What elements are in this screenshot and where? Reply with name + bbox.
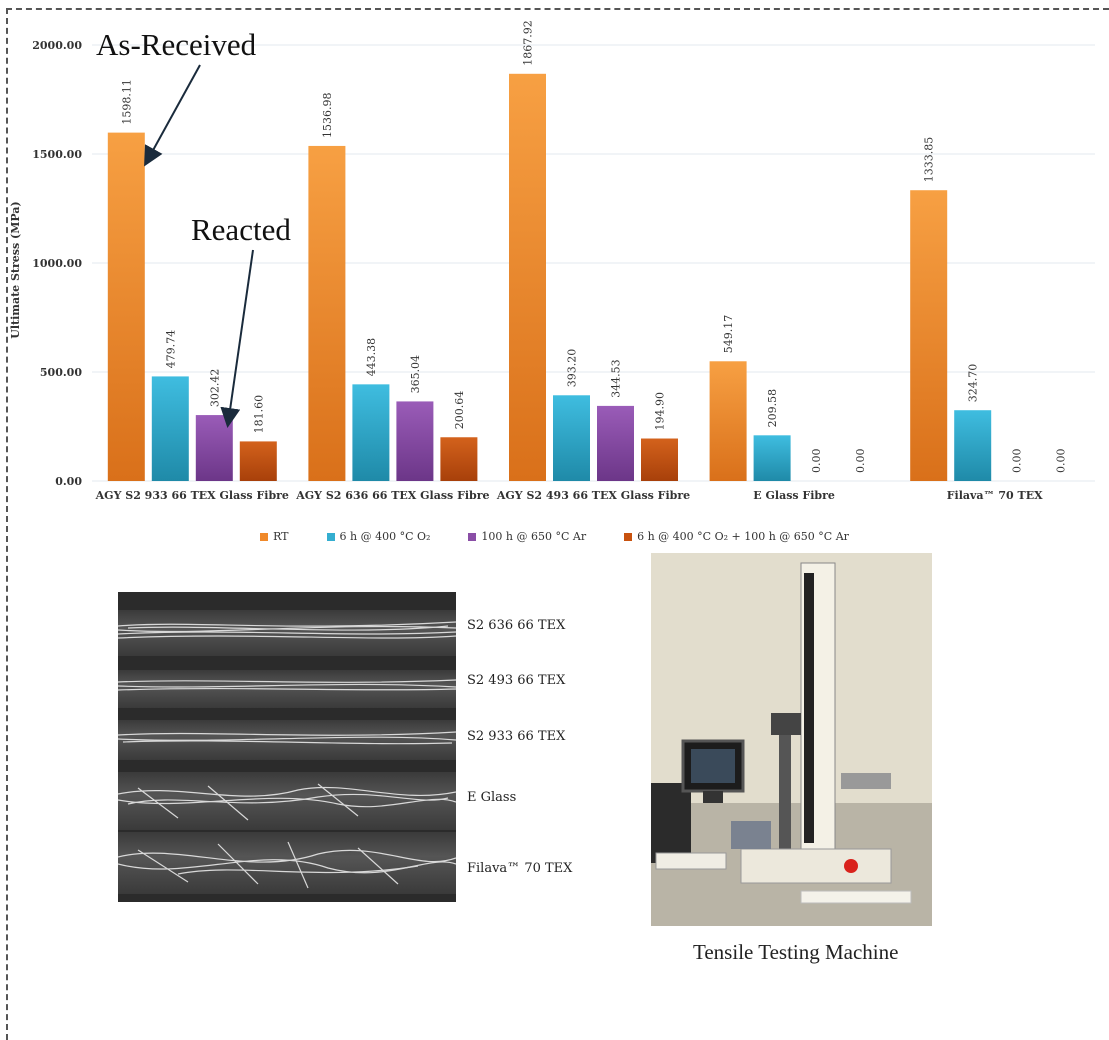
bar-value-label: 1333.85 (923, 137, 936, 183)
machine-caption: Tensile Testing Machine (693, 940, 899, 964)
strand-label: S2 493 66 TEX (467, 673, 566, 688)
bar-value-label: 194.90 (654, 392, 667, 431)
strand-label: E Glass (467, 790, 517, 805)
strand-label: S2 933 66 TEX (467, 729, 566, 744)
fibre-strands-photo (118, 592, 456, 902)
bar-value-label: 0.00 (810, 449, 823, 474)
bar-value-label: 302.42 (208, 369, 221, 408)
bar (641, 438, 678, 481)
x-category-label: E Glass Fibre (753, 489, 835, 502)
x-category-label: AGY S2 636 66 TEX Glass Fibre (295, 489, 489, 502)
y-tick-label: 2000.00 (32, 39, 82, 52)
bar-value-label: 200.64 (453, 391, 466, 430)
bar-value-label: 0.00 (1055, 449, 1068, 474)
bar (954, 410, 992, 481)
bar-value-label: 549.17 (722, 315, 735, 354)
bar-value-label: 0.00 (854, 449, 867, 474)
bar (553, 395, 590, 481)
bar-value-label: 1598.11 (120, 79, 133, 125)
legend-swatch-rt (260, 532, 269, 541)
legend-swatch-ar (468, 532, 477, 541)
bar (910, 190, 948, 481)
bar-value-label: 1867.92 (522, 20, 535, 66)
bar (396, 401, 434, 481)
bar-value-label: 393.20 (566, 349, 579, 388)
legend-item-rt: RT (260, 530, 289, 543)
figure-frame-left (6, 8, 8, 1040)
bar-value-label: 443.38 (365, 338, 378, 377)
legend-label-o2: 6 h @ 400 °C O₂ (339, 530, 431, 543)
legend-item-o2: 6 h @ 400 °C O₂ (326, 530, 431, 543)
y-tick-label: 1000.00 (32, 257, 82, 270)
legend-item-o2-ar: 6 h @ 400 °C O₂ + 100 h @ 650 °C Ar (624, 530, 849, 543)
reacted-annotation: Reacted (191, 212, 291, 247)
x-category-label: Filava™ 70 TEX (947, 489, 1043, 502)
legend-swatch-o2 (326, 532, 335, 541)
chart-legend: RT 6 h @ 400 °C O₂ 100 h @ 650 °C Ar 6 h… (0, 530, 1109, 543)
legend-label-rt: RT (273, 530, 289, 543)
x-category-label: AGY S2 493 66 TEX Glass Fibre (496, 489, 690, 502)
tensile-machine-photo (651, 553, 932, 926)
reacted-arrow (220, 249, 254, 428)
legend-swatch-o2-ar (624, 532, 633, 541)
y-tick-label: 0.00 (55, 475, 82, 488)
x-category-label: AGY S2 933 66 TEX Glass Fibre (95, 489, 289, 502)
bar (709, 361, 747, 481)
bar (151, 376, 189, 481)
legend-label-ar: 100 h @ 650 °C Ar (481, 530, 587, 543)
bar-value-label: 1536.98 (321, 92, 334, 138)
bar-chart: 0.00 500.00 1000.00 1500.00 2000.00 1598.11 47… (9, 20, 1095, 502)
bar (509, 73, 546, 481)
bar-value-label: 0.00 (1011, 449, 1024, 473)
y-tick-label: 1500.00 (32, 148, 82, 161)
y-axis-title: Ultimate Stress (MPa) (9, 201, 22, 338)
bar (195, 415, 233, 481)
bar-value-label: 324.70 (967, 364, 980, 403)
bar (308, 145, 346, 481)
strand-label: S2 636 66 TEX (467, 618, 566, 633)
bar-value-label: 181.60 (252, 395, 265, 434)
legend-item-ar: 100 h @ 650 °C Ar (468, 530, 586, 543)
bar (107, 132, 145, 482)
bar-value-label: 209.58 (766, 389, 779, 428)
y-tick-label: 500.00 (40, 366, 82, 379)
figure-frame-top (6, 8, 1109, 10)
bar-value-label: 479.74 (164, 330, 177, 369)
strand-label-list: S2 636 66 TEX S2 493 66 TEX S2 933 66 TE… (467, 600, 667, 900)
bar (440, 437, 478, 481)
legend-label-o2-ar: 6 h @ 400 °C O₂ + 100 h @ 650 °C Ar (637, 530, 849, 543)
bar (239, 441, 277, 481)
as-received-annotation: As-Received (96, 27, 257, 62)
bar (352, 384, 390, 481)
bar-value-label: 344.53 (610, 359, 623, 398)
strand-label: Filava™ 70 TEX (467, 861, 573, 876)
as-received-arrow (144, 64, 201, 167)
bar (597, 405, 634, 481)
bar-value-label: 365.04 (409, 355, 422, 394)
bar (753, 435, 791, 481)
